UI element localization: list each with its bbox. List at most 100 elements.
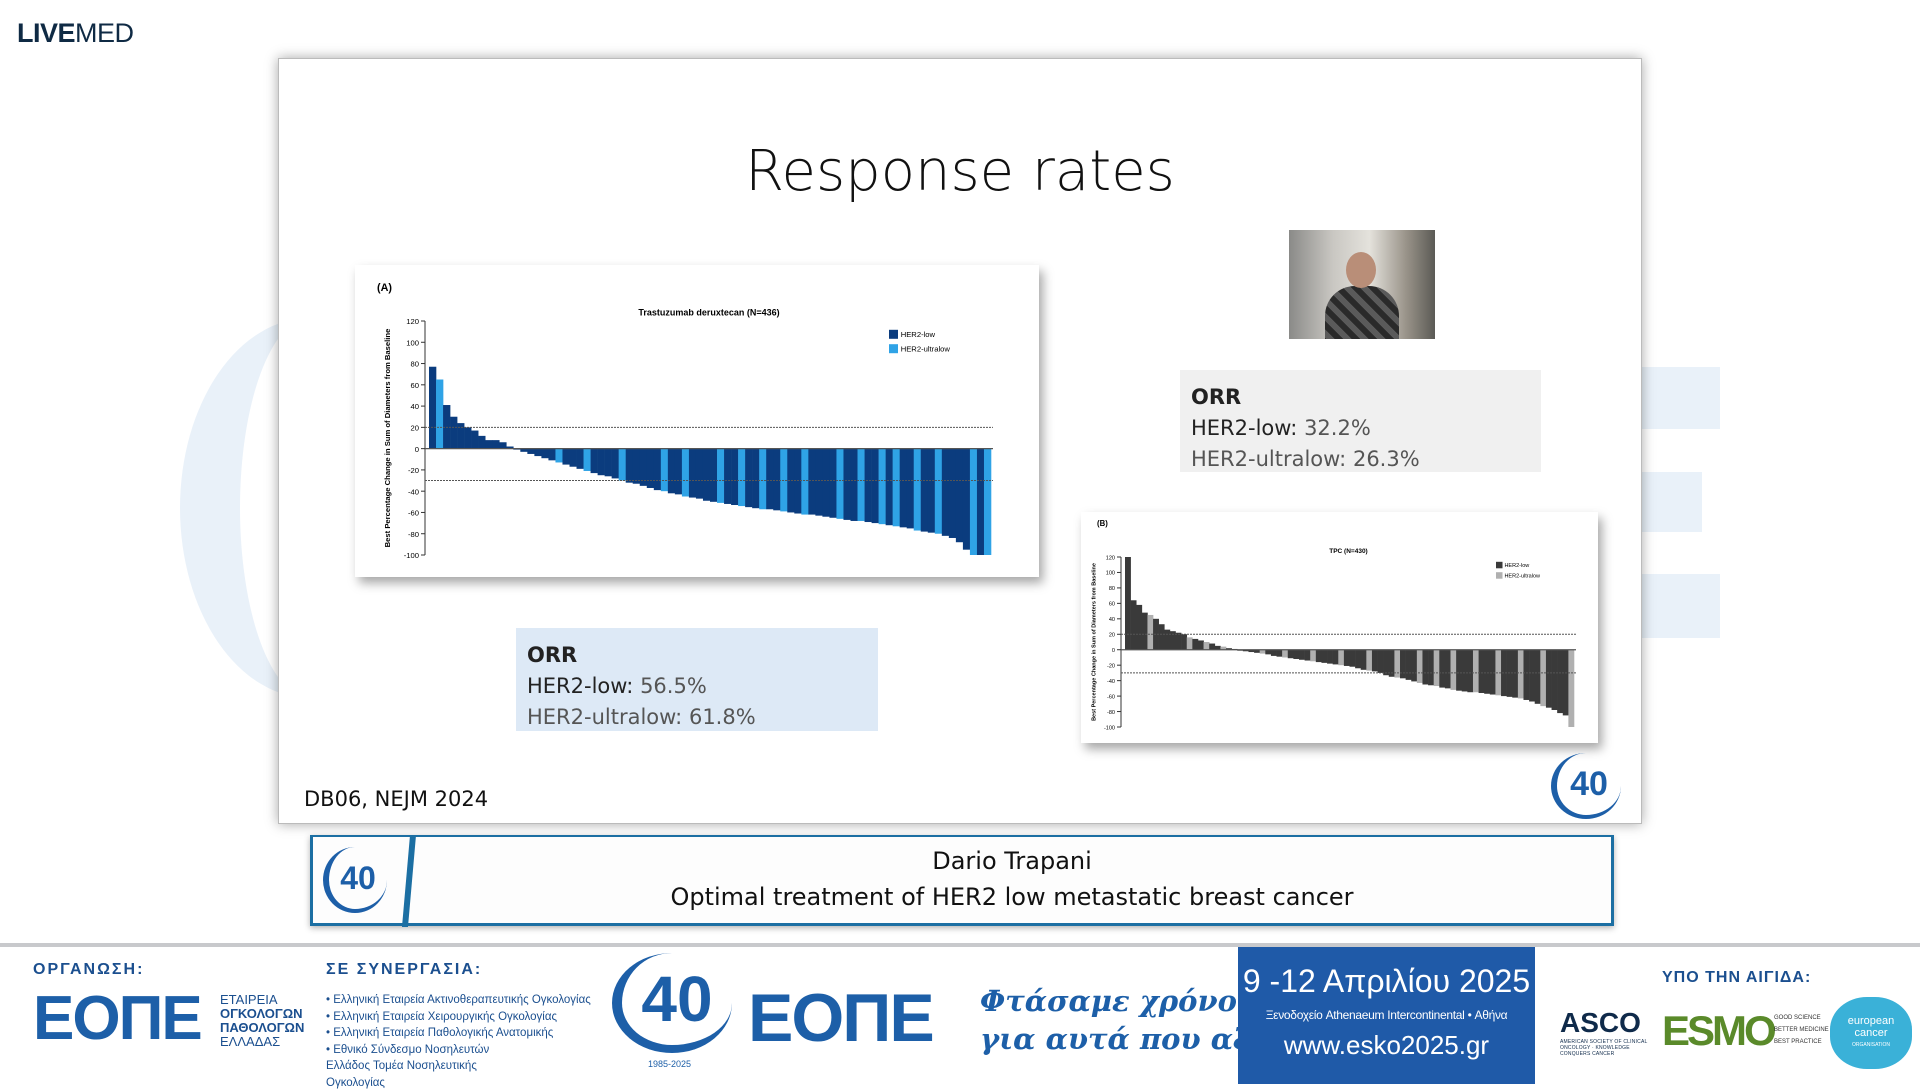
orr-low: HER2-low: 56.5%: [527, 671, 867, 702]
y-tick-label: 20: [1109, 633, 1115, 639]
speaker-webcam: [1289, 230, 1435, 339]
chart-title: Trastuzumab deruxtecan (N=436): [638, 308, 779, 318]
bar-her2-ultralow: [1540, 650, 1546, 706]
bar-her2-low: [1523, 650, 1529, 700]
bar-her2-low: [1439, 650, 1445, 688]
watermark-bar: [1640, 472, 1702, 532]
bar-her2-low: [752, 449, 759, 509]
bar-her2-low: [548, 449, 555, 461]
y-tick-label: 0: [1112, 648, 1115, 654]
bar-her2-low: [1159, 624, 1165, 650]
bar-her2-low: [963, 449, 970, 550]
bar-her2-low: [570, 449, 577, 467]
y-tick-label: 80: [1109, 586, 1115, 592]
bar-her2-low: [1546, 650, 1552, 708]
bar-her2-ultralow: [984, 449, 991, 555]
bar-her2-ultralow: [1568, 650, 1574, 727]
bar-her2-low: [1406, 650, 1412, 680]
bar-her2-low: [527, 449, 534, 454]
bar-her2-low: [710, 449, 717, 502]
bar-her2-low: [1198, 640, 1204, 649]
eope-logo-large: ΕΟΠΕ: [748, 979, 933, 1057]
orr-box-a: ORR HER2-low: 56.5% HER2-ultralow: 61.8%: [516, 628, 878, 731]
slide-title: Response rates: [279, 139, 1641, 204]
bar-her2-low: [450, 417, 457, 449]
bar-her2-low: [1378, 650, 1384, 673]
legend-swatch: [1496, 562, 1503, 569]
bar-her2-low: [612, 449, 619, 479]
bar-her2-low: [591, 449, 598, 473]
y-tick-label: 60: [1109, 602, 1115, 608]
organizer-label: ΟΡΓΑΝΩΣΗ:: [33, 961, 144, 979]
chart-title: TPC (N=430): [1329, 548, 1367, 555]
bar-her2-ultralow: [801, 449, 808, 515]
bar-her2-ultralow: [1187, 637, 1193, 649]
bar-her2-low: [696, 449, 703, 499]
bar-her2-low: [1383, 650, 1389, 676]
y-tick-label: -40: [408, 487, 419, 496]
bar-her2-low: [1467, 650, 1473, 693]
bar-her2-ultralow: [780, 449, 787, 512]
bar-her2-low: [745, 449, 752, 508]
bar-her2-ultralow: [1473, 650, 1479, 693]
talk-title: Optimal treatment of HER2 low metastatic…: [413, 883, 1611, 911]
bar-her2-low: [949, 449, 956, 538]
bar-her2-low: [1344, 650, 1350, 666]
bar-her2-low: [928, 449, 935, 533]
y-tick-label: 80: [411, 360, 420, 369]
event-dates: 9 -12 Απριλίου 2025: [1238, 963, 1535, 1000]
chart-svg: (B)TPC (N=430)Best Percentage Change in …: [1081, 512, 1598, 743]
bar-her2-ultralow: [836, 449, 843, 519]
bar-her2-low: [1321, 650, 1327, 663]
bar-her2-low: [1277, 650, 1283, 657]
bar-her2-ultralow: [738, 449, 745, 506]
bar-her2-low: [1355, 650, 1361, 669]
event-website[interactable]: www.esko2025.gr: [1238, 1030, 1535, 1061]
bar-her2-low: [865, 449, 872, 522]
bar-her2-low: [815, 449, 822, 516]
bar-her2-ultralow: [1434, 650, 1440, 686]
legend-swatch: [1496, 572, 1503, 579]
legend-swatch: [889, 344, 898, 353]
bar-her2-low: [1131, 600, 1137, 649]
bar-her2-ultralow: [1147, 615, 1153, 650]
bar-her2-low: [794, 449, 801, 514]
y-tick-label: 120: [406, 317, 419, 326]
bar-her2-low: [1563, 650, 1569, 716]
bar-her2-low: [689, 449, 696, 498]
auspices-label: ΥΠΟ ΤΗΝ ΑΙΓΙΔΑ:: [1662, 969, 1811, 987]
y-axis-label: Best Percentage Change in Sum of Diamete…: [383, 329, 392, 548]
bar-her2-low: [942, 449, 949, 536]
watermark-bar: [1640, 367, 1720, 429]
bar-her2-low: [703, 449, 710, 501]
bar-her2-low: [429, 367, 436, 449]
bar-her2-low: [921, 449, 928, 532]
bar-her2-low: [872, 449, 879, 523]
bar-her2-low: [1372, 650, 1378, 672]
partner-item: Ελληνική Εταιρεία Ακτινοθεραπευτικής Ογκ…: [326, 992, 591, 1009]
y-tick-label: 60: [411, 381, 420, 390]
orr-ultralow: HER2-ultralow: 61.8%: [527, 702, 867, 733]
y-tick-label: -100: [404, 551, 419, 560]
reference-citation: DB06, NEJM 2024: [304, 787, 488, 811]
chart-svg: (A)Trastuzumab deruxtecan (N=436)Best Pe…: [355, 265, 1039, 577]
eope-logo: ΕΟΠΕ: [33, 983, 201, 1054]
orr-heading: ORR: [1191, 382, 1530, 413]
speaker-name: Dario Trapani: [413, 847, 1611, 875]
bar-her2-ultralow: [1204, 642, 1210, 650]
speaker-head: [1346, 252, 1376, 288]
event-info: 9 -12 Απριλίου 2025 Ξενοδοχείο Athenaeum…: [1238, 947, 1535, 1084]
bar-her2-low: [471, 431, 478, 449]
y-tick-label: -40: [1107, 679, 1115, 685]
bar-her2-low: [1164, 630, 1170, 650]
bar-her2-ultralow: [1338, 650, 1344, 665]
waterfall-chart-a: (A)Trastuzumab deruxtecan (N=436)Best Pe…: [355, 265, 1039, 577]
y-tick-label: 120: [1106, 555, 1115, 561]
bar-her2-low: [1462, 650, 1468, 692]
bar-her2-ultralow: [1310, 650, 1316, 662]
bar-her2-low: [851, 449, 858, 521]
bar-her2-low: [1209, 644, 1215, 650]
bar-her2-low: [1456, 650, 1462, 691]
